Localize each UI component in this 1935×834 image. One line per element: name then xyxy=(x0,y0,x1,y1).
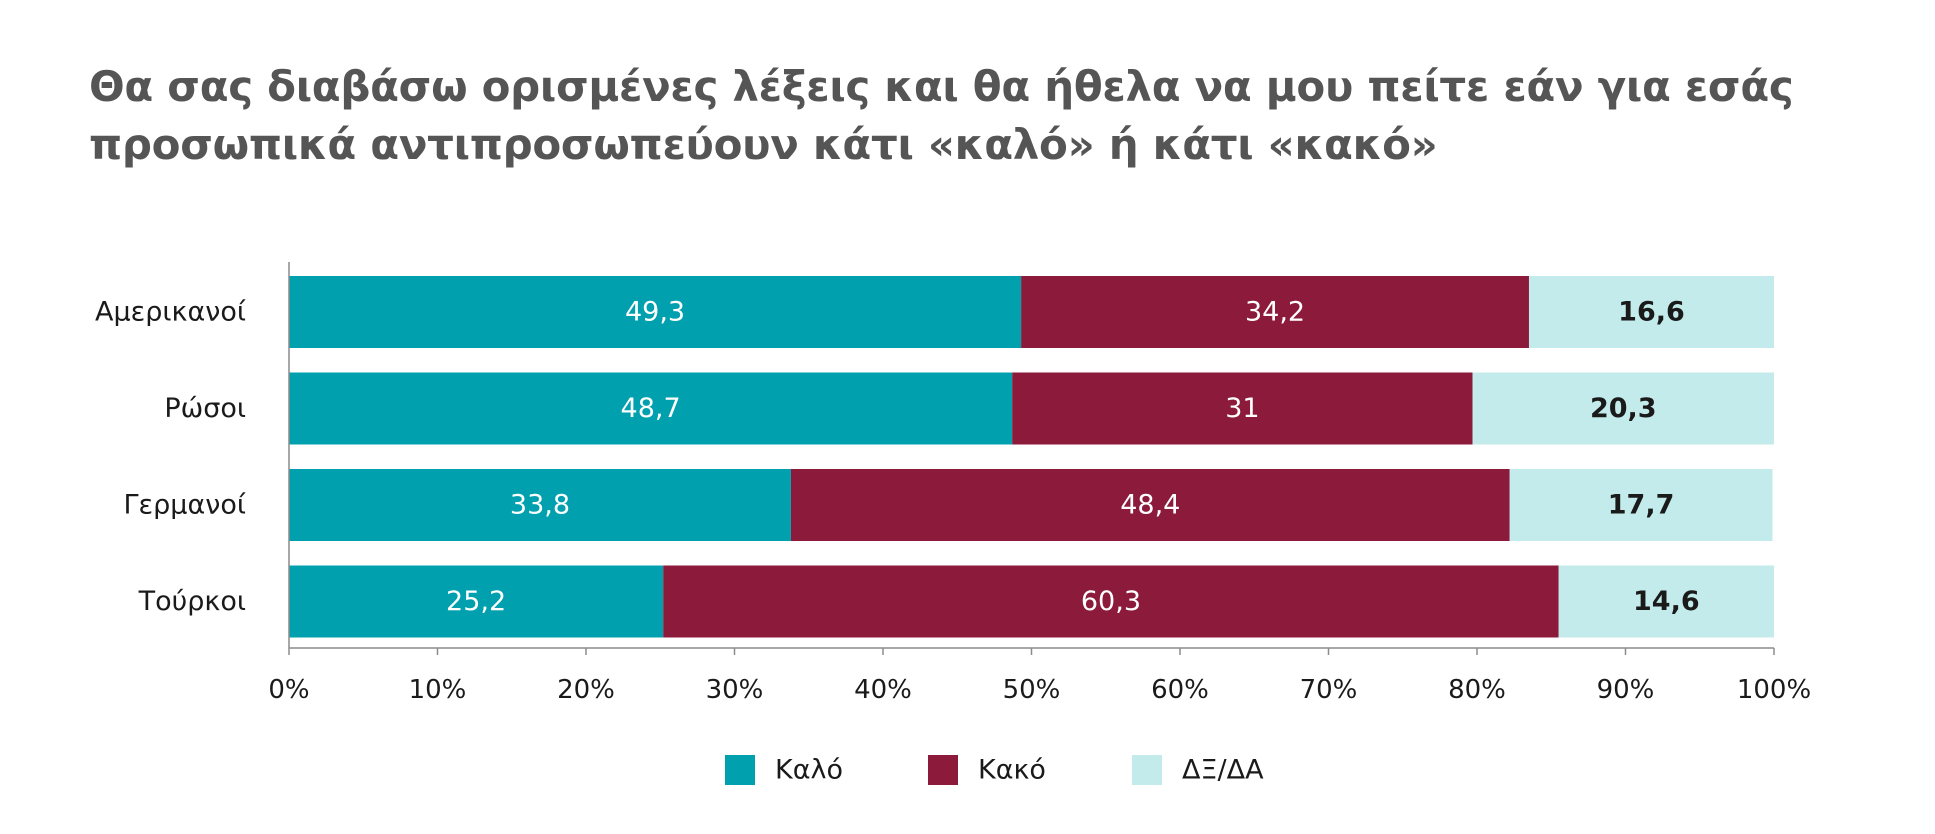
x-tick-label: 30% xyxy=(706,675,764,705)
legend-swatch xyxy=(928,755,958,785)
x-tick-label: 50% xyxy=(1003,675,1061,705)
x-tick-label: 60% xyxy=(1151,675,1209,705)
bar-segment xyxy=(289,565,664,638)
x-axis: 0% 10% 20% 30% 40% 50% 60% 70% 80% 90% 100% xyxy=(268,262,1811,705)
category-label: Τούρκοι xyxy=(138,586,246,617)
data-label: 20,3 xyxy=(1590,393,1657,424)
data-label: 17,7 xyxy=(1608,490,1675,521)
x-tick-label: 90% xyxy=(1597,675,1655,705)
data-label: 48,4 xyxy=(1120,490,1180,521)
bar-segment xyxy=(289,372,1013,445)
data-label: 48,7 xyxy=(621,393,681,424)
data-label: 31 xyxy=(1225,393,1259,424)
legend-swatch xyxy=(1132,755,1162,785)
x-tick-label: 80% xyxy=(1448,675,1506,705)
x-tick-label: 40% xyxy=(854,675,912,705)
legend-label: Κακό xyxy=(978,755,1046,786)
bar-segment xyxy=(1558,565,1774,638)
bar-segment xyxy=(289,276,1022,348)
chart-title-line-2: προσωπικά αντιπροσωπεύουν κάτι «καλό» ή … xyxy=(89,120,1438,169)
legend-swatch xyxy=(725,755,755,785)
bar-segment xyxy=(790,469,1510,541)
x-tick-label: 10% xyxy=(409,675,467,705)
legend: Καλό Κακό ΔΞ/ΔΑ xyxy=(725,755,1264,786)
chart-title: Θα σας διαβάσω ορισμένες λέξεις και θα ή… xyxy=(89,58,1869,174)
legend-label: Καλό xyxy=(775,755,843,786)
category-label: Ρώσοι xyxy=(164,393,246,424)
bar-segment xyxy=(1012,372,1473,445)
legend-label: ΔΞ/ΔΑ xyxy=(1182,755,1264,786)
data-label: 16,6 xyxy=(1618,297,1685,328)
data-label: 33,8 xyxy=(510,490,570,521)
x-tick-label: 100% xyxy=(1737,675,1811,705)
x-tick-label: 70% xyxy=(1300,675,1358,705)
bar-segment xyxy=(1021,276,1529,348)
data-label: 34,2 xyxy=(1245,297,1305,328)
bar-segment xyxy=(1528,276,1774,348)
bars-layer: Αμερικανοί 49,3 34,2 16,6 Ρώσοι 48,7 31 20,3 Γερ… xyxy=(95,276,1774,638)
data-label: 14,6 xyxy=(1633,586,1700,617)
bar-segment xyxy=(663,565,1559,638)
category-label: Αμερικανοί xyxy=(95,297,246,328)
x-tick-label: 0% xyxy=(268,675,309,705)
bar-segment xyxy=(1472,372,1774,445)
data-label: 49,3 xyxy=(625,297,685,328)
x-tick-label: 20% xyxy=(557,675,615,705)
chart-title-line-1: Θα σας διαβάσω ορισμένες λέξεις και θα ή… xyxy=(89,62,1794,111)
data-label: 25,2 xyxy=(446,586,506,617)
data-label: 60,3 xyxy=(1081,586,1141,617)
bar-segment xyxy=(289,469,791,541)
bar-segment xyxy=(1509,469,1773,541)
category-label: Γερμανοί xyxy=(124,490,247,521)
